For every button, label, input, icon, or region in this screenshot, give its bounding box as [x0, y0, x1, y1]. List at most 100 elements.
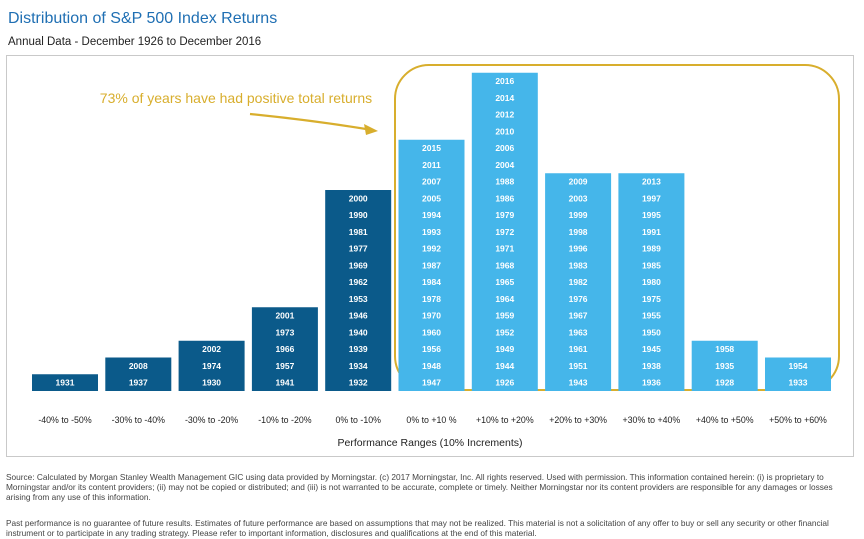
- x-tick-label: -10% to -20%: [258, 415, 311, 425]
- callout-arrowhead: [364, 124, 378, 135]
- year-label: 1964: [495, 294, 514, 304]
- year-label: 2011: [422, 160, 441, 170]
- x-tick-label: +20% to +30%: [549, 415, 607, 425]
- year-label: 1936: [642, 378, 661, 388]
- bar-5: [325, 190, 392, 391]
- x-tick-label: +40% to +50%: [696, 415, 754, 425]
- year-label: 2012: [495, 110, 514, 120]
- year-label: 2004: [495, 160, 514, 170]
- x-tick-labels: -40% to -50% -30% to -40% -30% to -20% -10%…: [38, 415, 827, 425]
- bars-group: 1931 2008 1937 2002 1974 1930 2001 1973 1966 1957…: [32, 72, 831, 404]
- disclaimer-footnote: Past performance is no guarantee of futu…: [6, 518, 829, 539]
- year-label: 1998: [569, 227, 588, 237]
- year-label: 2000: [349, 193, 368, 203]
- year-label: 1981: [349, 227, 368, 237]
- bar-2: [105, 357, 172, 391]
- callout-arrow: [249, 112, 367, 131]
- year-label: 1974: [202, 361, 221, 371]
- year-label: 2013: [642, 177, 661, 187]
- year-label: 1951: [569, 361, 588, 371]
- chart-subtitle: Annual Data - December 1926 to December …: [8, 36, 262, 48]
- x-tick-label: -30% to -40%: [112, 415, 165, 425]
- year-label: 1959: [495, 311, 514, 321]
- year-label: 1967: [569, 311, 588, 321]
- year-label: 1978: [422, 294, 441, 304]
- distribution-chart: 73% of years have had positive total ret…: [32, 64, 840, 449]
- year-label: 1977: [349, 244, 368, 254]
- year-label: 1976: [569, 294, 588, 304]
- year-label: 1948: [422, 361, 441, 371]
- year-label: 1932: [349, 378, 368, 388]
- bar-6: [398, 139, 465, 391]
- year-label: 1999: [569, 210, 588, 220]
- year-label: 2016: [495, 76, 514, 86]
- bar-7: [471, 72, 538, 391]
- year-label: 1956: [422, 344, 441, 354]
- year-label: 1993: [422, 227, 441, 237]
- year-label: 1982: [569, 277, 588, 287]
- year-label: 1992: [422, 244, 441, 254]
- year-label: 1946: [349, 311, 368, 321]
- year-label: 2001: [275, 311, 294, 321]
- x-tick-label: 0% to +10 %: [406, 415, 456, 425]
- year-label: 1987: [422, 260, 441, 270]
- year-label: 1954: [789, 361, 808, 371]
- year-label: 1995: [642, 210, 661, 220]
- positive-returns-highlight-box: [394, 64, 840, 391]
- year-label: 1941: [275, 378, 294, 388]
- year-label: 1943: [569, 378, 588, 388]
- year-label: 1962: [349, 277, 368, 287]
- year-label: 1969: [349, 260, 368, 270]
- x-tick-label: -30% to -20%: [185, 415, 238, 425]
- chart-frame: [6, 55, 854, 457]
- year-label: 2014: [495, 93, 514, 103]
- year-label: 1937: [129, 378, 148, 388]
- year-label: 1958: [715, 344, 734, 354]
- year-label: 1966: [275, 344, 294, 354]
- year-label: 1933: [789, 378, 808, 388]
- year-label: 1952: [495, 327, 514, 337]
- year-label: 1930: [202, 378, 221, 388]
- year-label: 1938: [642, 361, 661, 371]
- year-label: 1944: [495, 361, 514, 371]
- year-label: 2015: [422, 143, 441, 153]
- year-label: 1955: [642, 311, 661, 321]
- year-label: 1971: [495, 244, 514, 254]
- year-label: 1949: [495, 344, 514, 354]
- year-label: 1990: [349, 210, 368, 220]
- year-label: 1994: [422, 210, 441, 220]
- x-tick-label: -40% to -50%: [38, 415, 91, 425]
- year-label: 1961: [569, 344, 588, 354]
- x-axis-label: Performance Ranges (10% Increments): [338, 437, 523, 449]
- year-label: 2008: [129, 361, 148, 371]
- year-label: 1935: [715, 361, 734, 371]
- year-label: 1983: [569, 260, 588, 270]
- year-label: 1963: [569, 327, 588, 337]
- year-label: 1926: [495, 378, 514, 388]
- year-label: 1945: [642, 344, 661, 354]
- year-label: 1940: [349, 327, 368, 337]
- year-label: 1988: [495, 177, 514, 187]
- year-label: 1927: [642, 394, 661, 404]
- year-label: 2010: [495, 126, 514, 136]
- year-label: 1985: [642, 260, 661, 270]
- year-label: 2003: [569, 193, 588, 203]
- x-tick-label: +30% to +40%: [623, 415, 681, 425]
- x-tick-label: 0% to -10%: [335, 415, 381, 425]
- year-label: 1989: [642, 244, 661, 254]
- year-label: 1939: [349, 344, 368, 354]
- year-label: 1997: [642, 193, 661, 203]
- year-label: 1991: [642, 227, 661, 237]
- year-label: 1950: [642, 327, 661, 337]
- year-label: 1980: [642, 277, 661, 287]
- x-tick-label: +50% to +60%: [769, 415, 827, 425]
- year-label: 1979: [495, 210, 514, 220]
- bar-10: [691, 340, 758, 391]
- year-label: 1975: [642, 294, 661, 304]
- year-label: 2005: [422, 193, 441, 203]
- bar-3: [178, 340, 245, 391]
- year-label: 2007: [422, 177, 441, 187]
- year-label: 1996: [569, 244, 588, 254]
- chart-title: Distribution of S&P 500 Index Returns: [8, 10, 278, 27]
- year-label: 2009: [569, 177, 588, 187]
